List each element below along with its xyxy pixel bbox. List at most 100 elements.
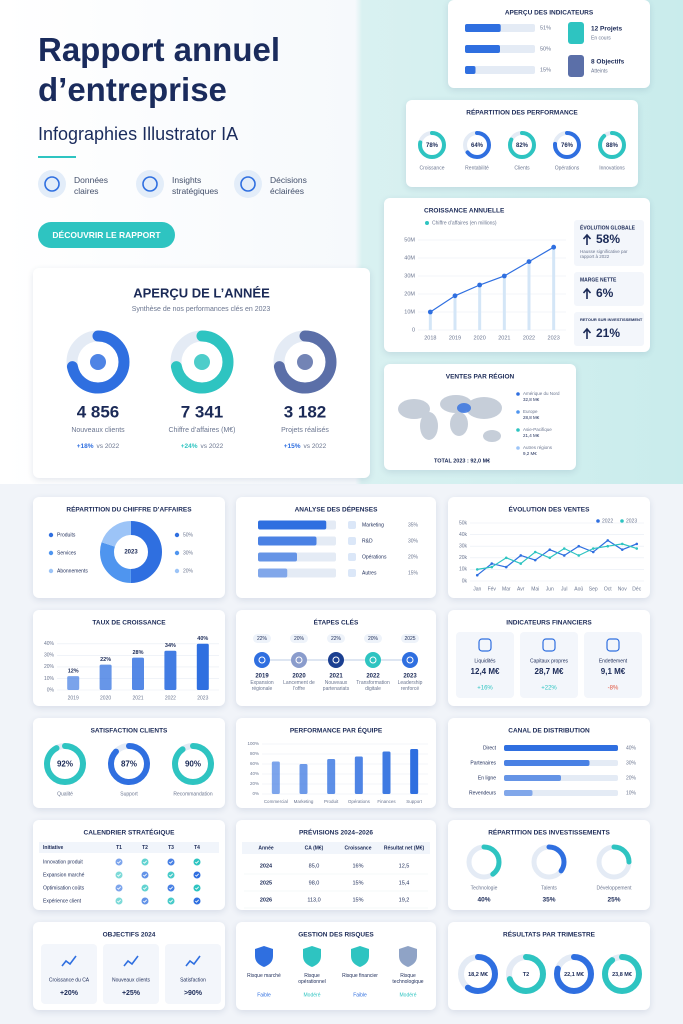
check-mark — [195, 886, 199, 890]
stat-note: Hausse significative par rapport à 2022 — [580, 249, 628, 260]
ring — [463, 131, 491, 159]
objective-name: Nouveaux clients — [112, 977, 151, 983]
ring-category: Clients — [514, 165, 530, 171]
legend-dot — [516, 446, 520, 450]
x-tick-label: Sep — [589, 586, 598, 592]
value-label: 20% — [408, 554, 419, 560]
x-tick-label: Déc — [632, 586, 641, 592]
y-tick-label: 40% — [44, 641, 55, 647]
card: ÉVOLUTION DES VENTES 0k 10k 20k 30k 40k 50k Jan… — [448, 497, 650, 598]
objective-box — [103, 944, 159, 1004]
check-mark — [169, 860, 173, 864]
x-tick-label: Jul — [561, 586, 567, 592]
check-mark — [169, 899, 173, 903]
x-tick-label: Oct — [604, 586, 612, 592]
shield-icon — [303, 946, 321, 967]
card-canvas: GESTION DES RISQUES Faible Modéré Faible Mod… — [255, 932, 417, 998]
cta-button[interactable]: DÉCOUVRIR LE RAPPORT — [38, 222, 175, 248]
bar — [465, 45, 500, 53]
data-point — [526, 259, 532, 264]
value-label: 20% — [626, 775, 637, 781]
y-tick-label: 0k — [462, 578, 468, 584]
value-label: 40% — [626, 745, 637, 751]
card: ÉTAPES CLÉS 22% 2019 20% 2020 22% 2021 20% 2022 2… — [236, 610, 436, 706]
metric-box — [456, 632, 514, 698]
bar-value-label: 15% — [540, 67, 551, 73]
ring-category: Rentabilité — [465, 165, 489, 171]
table-header: T4 — [194, 845, 200, 851]
data-point — [562, 547, 566, 550]
bar-value-label: 50% — [540, 46, 551, 52]
subtitle-rule — [38, 156, 76, 158]
milestone-node — [365, 652, 381, 668]
card: RÉPARTITION DES PERFORMANCE 78% Croissance… — [406, 100, 638, 187]
milestone-year: 2022 — [366, 674, 380, 680]
card: RÉPARTITION DU CHIFFRE D’AFFAIRES Produit… — [33, 497, 225, 598]
table-header: Croissance — [345, 845, 372, 851]
risk-name: Risque marché — [247, 973, 281, 979]
metric-box — [584, 632, 642, 698]
overview-label: Nouveaux clients — [71, 427, 125, 434]
feature-glyph-ring — [44, 176, 60, 192]
ring — [172, 743, 214, 785]
card-title: CROISSANCE ANNUELLE — [424, 208, 505, 215]
feature-glyph — [142, 176, 158, 192]
quarter-result: T2 — [523, 972, 529, 978]
legend-swatch — [596, 519, 600, 523]
check-dot — [193, 858, 201, 866]
stat-title: RETOUR SUR INVESTISSEMENT — [580, 317, 643, 322]
x-tick-label: Finances — [377, 799, 396, 804]
card: INDICATEURS FINANCIERS Liquidités 12,4 M€ +… — [448, 610, 650, 706]
feature-label: Insights stratégiques — [172, 175, 219, 197]
ring — [108, 743, 150, 785]
check-dot — [193, 884, 201, 892]
stat-value: 6% — [596, 286, 614, 300]
ring — [596, 844, 632, 880]
objective-value: +20% — [60, 990, 79, 997]
value-label: 30% — [183, 550, 194, 556]
data-point — [548, 556, 552, 560]
ring — [466, 844, 502, 880]
change-compare: vs 2022 — [304, 443, 327, 450]
stat-box — [574, 272, 644, 306]
overview-change: +15% vs 2022 — [284, 443, 327, 450]
bar — [132, 657, 144, 690]
check-mark — [117, 873, 121, 877]
bar-value-label: 40% — [197, 636, 208, 642]
ring-icon — [90, 354, 106, 370]
y-tick-label: 100% — [247, 741, 259, 746]
page-title: Rapport annuel d’entreprise — [38, 31, 281, 109]
card-title: RÉPARTITION DES PERFORMANCE — [466, 108, 578, 117]
overview-value: 7 341 — [181, 402, 224, 421]
card: GESTION DES RISQUES Faible Modéré Faible Mod… — [236, 922, 436, 1010]
region-value: 32,8 M€ — [523, 397, 540, 402]
data-point — [475, 573, 479, 577]
change-compare: vs 2022 — [201, 443, 224, 450]
x-tick-label: 2020 — [100, 695, 111, 701]
data-point — [519, 562, 523, 565]
metric-change: +22% — [541, 686, 557, 692]
ring-category: Support — [120, 791, 138, 797]
bar — [504, 775, 561, 781]
card-canvas: ÉTAPES CLÉS 22% 2019 20% 2020 22% 2021 20% 2022 2… — [253, 618, 419, 680]
table-row-label: Expérience client — [43, 898, 82, 904]
milestone-caption: Leadership renforcé — [397, 680, 423, 692]
bar — [67, 676, 80, 690]
row-icon — [348, 553, 356, 561]
card-title: INDICATEURS FINANCIERS — [506, 620, 592, 627]
x-tick-label: 2018 — [424, 335, 436, 341]
data-point — [501, 273, 507, 279]
overview-label: Chiffre d’affaires (M€) — [168, 427, 235, 434]
check-mark — [169, 873, 173, 877]
y-tick-label: 10M — [404, 309, 415, 315]
legend-dot — [516, 428, 520, 432]
check-dot — [193, 897, 201, 905]
ring — [553, 131, 581, 159]
check-mark — [195, 860, 199, 864]
bar-value-label: 22% — [100, 657, 111, 663]
table-cell: 2024 — [260, 863, 273, 869]
card-title: APERÇU DES INDICATEURS — [505, 10, 594, 17]
data-point — [551, 244, 557, 250]
